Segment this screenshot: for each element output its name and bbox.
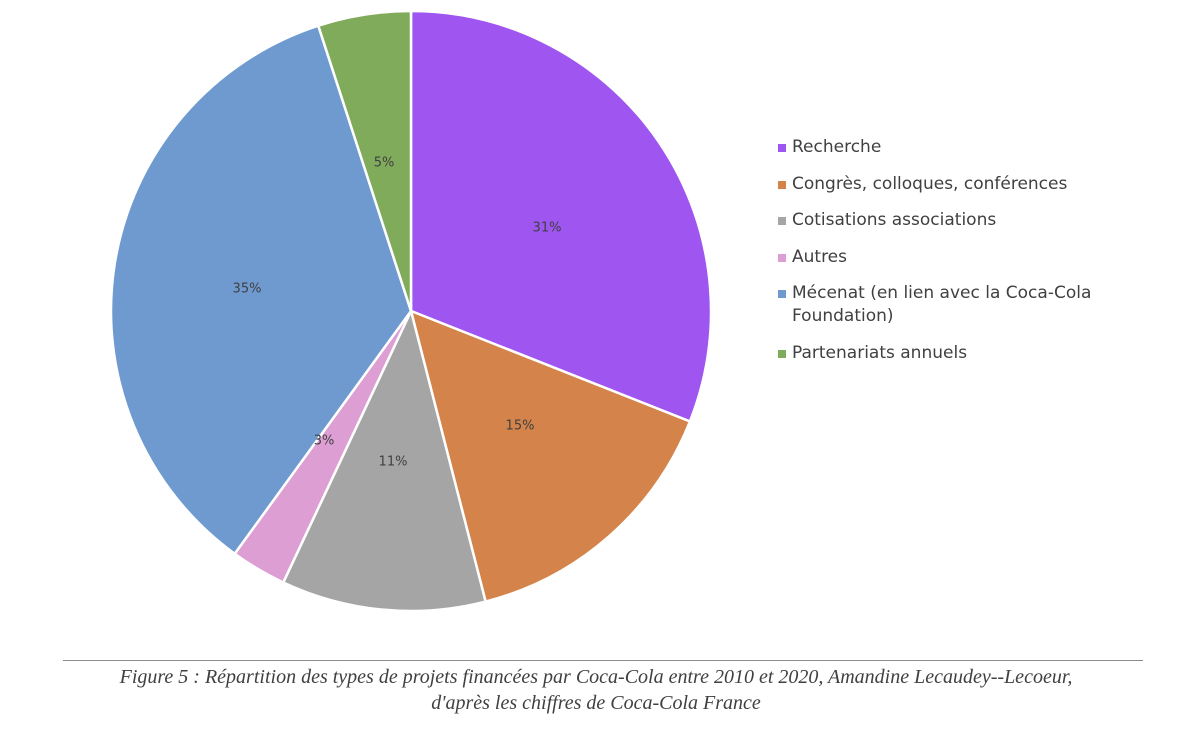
legend-item-congres: Congrès, colloques, conférences	[778, 173, 1158, 196]
legend-swatch-autres	[778, 253, 786, 262]
legend-label-partenariats: Partenariats annuels	[792, 342, 968, 363]
legend-label-mecenat: Mécenat (en lien avec la Coca-Cola Found…	[792, 283, 1092, 326]
pie-chart: 31% 15% 11% 3% 35% 5%	[109, 9, 713, 613]
legend-swatch-mecenat	[778, 290, 786, 298]
pie-slice-label-2: 11%	[379, 455, 408, 470]
caption-line-1: Figure 5 : Répartition des types de proj…	[119, 666, 1073, 688]
legend-item-cotisations: Cotisations associations	[778, 209, 1158, 232]
legend-item-partenariats: Partenariats annuels	[778, 342, 1158, 365]
legend-label-cotisations: Cotisations associations	[792, 210, 997, 230]
pie-slice-5	[316, 9, 413, 312]
chart-legend: Recherche Congrès, colloques, conférence…	[778, 136, 1158, 378]
legend-item-recherche: Recherche	[778, 136, 1158, 159]
figure-caption: Figure 5 : Répartition des types de proj…	[0, 664, 1192, 716]
pie-slice-label-5: 5%	[374, 156, 395, 171]
legend-item-autres: Autres	[778, 246, 1158, 269]
pie-slice-1	[409, 308, 692, 604]
pie-slice-label-0: 31%	[533, 221, 562, 236]
legend-label-congres: Congrès, colloques, conférences	[792, 173, 1068, 194]
pie-slice-4	[109, 24, 413, 556]
legend-label-recherche: Recherche	[792, 137, 882, 157]
pie-slice-label-1: 15%	[506, 419, 535, 434]
pie-slice-label-3: 3%	[314, 434, 335, 449]
pie-slice-label-4: 35%	[233, 282, 262, 297]
pie-slice-0	[409, 9, 713, 424]
caption-line-2: d'après les chiffres de Coca-Cola France	[431, 692, 761, 714]
caption-divider	[63, 660, 1143, 661]
legend-item-mecenat: Mécenat (en lien avec la Coca-Cola Found…	[778, 282, 1158, 328]
legend-swatch-cotisations	[778, 217, 786, 225]
legend-swatch-recherche	[778, 144, 786, 152]
legend-label-autres: Autres	[792, 246, 848, 267]
legend-swatch-partenariats	[778, 349, 786, 358]
legend-swatch-congres	[778, 180, 786, 189]
pie-slice-2	[281, 307, 488, 613]
